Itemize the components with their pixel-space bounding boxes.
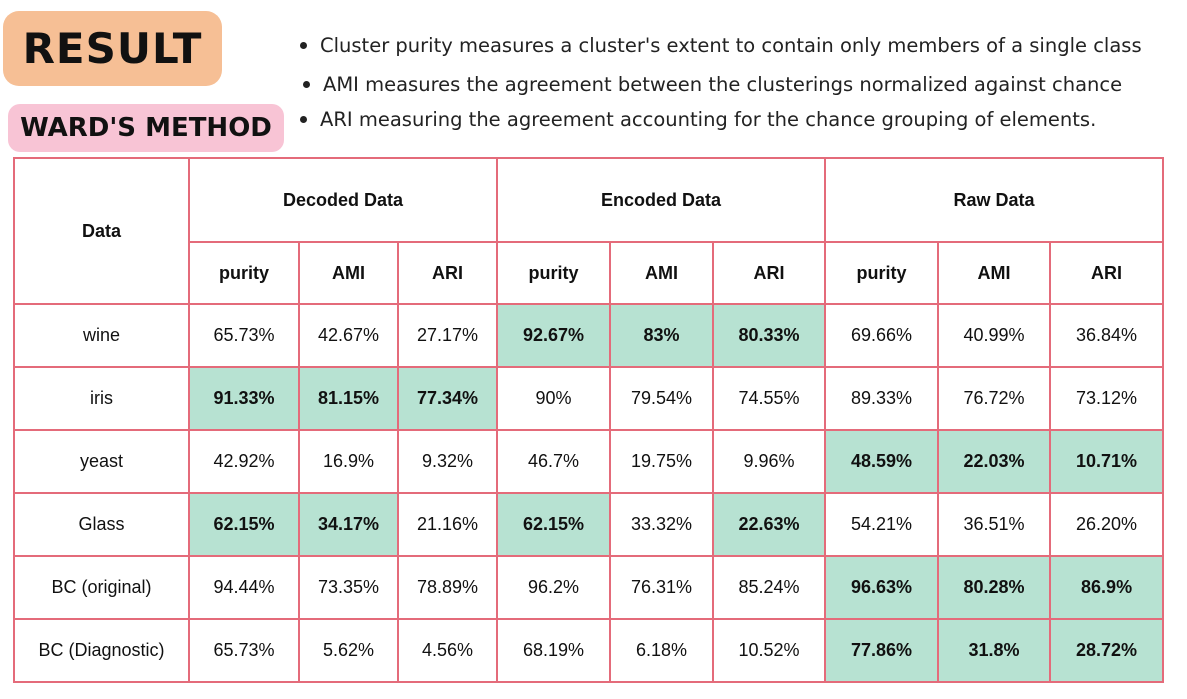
result-title: RESULT bbox=[22, 24, 203, 73]
table-cell: 78.89% bbox=[396, 555, 499, 620]
table-cell: 31.8% bbox=[937, 618, 1052, 683]
bullet-icon bbox=[300, 116, 307, 123]
bullet-icon bbox=[300, 42, 307, 49]
table-cell: 96.63% bbox=[824, 555, 940, 620]
table-cell: 94.44% bbox=[188, 555, 300, 620]
dataset-name: iris bbox=[13, 366, 190, 431]
table-row: BC (Diagnostic) 65.73% 5.62% 4.56% 68.19% 6.1… bbox=[13, 618, 1165, 683]
table-cell: 77.86% bbox=[824, 618, 940, 683]
table-cell: 36.51% bbox=[937, 492, 1052, 557]
table-cell: 65.73% bbox=[188, 303, 300, 368]
table-row: BC (original) 94.44% 73.35% 78.89% 96.2% 76.3… bbox=[13, 555, 1165, 620]
bullet-icon bbox=[303, 81, 310, 88]
group-header-raw: Raw Data bbox=[824, 157, 1165, 243]
group-header-decoded: Decoded Data bbox=[187, 157, 499, 243]
table-cell: 80.28% bbox=[937, 555, 1052, 620]
table-cell: 79.54% bbox=[609, 366, 715, 431]
table-cell: 36.84% bbox=[1049, 303, 1165, 368]
table-cell: 73.35% bbox=[298, 555, 399, 620]
table-cell: 89.33% bbox=[824, 366, 940, 431]
table-cell: 26.20% bbox=[1049, 492, 1165, 557]
table-cell: 22.63% bbox=[712, 492, 827, 557]
table-cell: 42.67% bbox=[298, 303, 399, 368]
table-cell: 76.72% bbox=[937, 366, 1052, 431]
table-cell: 34.17% bbox=[298, 492, 399, 557]
table-row: iris 91.33% 81.15% 77.34% 90% 79.54% 74.55% 89.… bbox=[13, 366, 1165, 431]
table-cell: 22.03% bbox=[937, 429, 1052, 494]
metric-header: ARI bbox=[396, 241, 499, 305]
dataset-name: Glass bbox=[13, 492, 190, 557]
table-cell: 46.7% bbox=[496, 429, 612, 494]
metric-header: ARI bbox=[712, 241, 827, 305]
metric-header: ARI bbox=[1049, 241, 1165, 305]
table-cell: 73.12% bbox=[1049, 366, 1165, 431]
table-cell: 4.56% bbox=[396, 618, 499, 683]
table-cell: 42.92% bbox=[188, 429, 300, 494]
table-cell: 69.66% bbox=[824, 303, 940, 368]
table-cell: 10.52% bbox=[712, 618, 827, 683]
table-row: yeast 42.92% 16.9% 9.32% 46.7% 19.75% 9.96% 48.… bbox=[13, 429, 1165, 494]
table-cell: 85.24% bbox=[712, 555, 827, 620]
table-cell: 6.18% bbox=[609, 618, 715, 683]
method-badge: WARD'S METHOD bbox=[8, 104, 284, 152]
table-cell: 21.16% bbox=[396, 492, 499, 557]
table-cell: 28.72% bbox=[1049, 618, 1165, 683]
table-cell: 68.19% bbox=[496, 618, 612, 683]
dataset-name: wine bbox=[13, 303, 190, 368]
list-item: ARI measuring the agreement accounting f… bbox=[300, 108, 1096, 131]
table-cell: 9.32% bbox=[396, 429, 499, 494]
table-cell: 19.75% bbox=[609, 429, 715, 494]
table-cell: 16.9% bbox=[298, 429, 399, 494]
metric-header: purity bbox=[188, 241, 300, 305]
metric-header: AMI bbox=[298, 241, 399, 305]
list-item: Cluster purity measures a cluster's exte… bbox=[300, 34, 1142, 57]
table-cell: 5.62% bbox=[298, 618, 399, 683]
table-cell: 27.17% bbox=[396, 303, 499, 368]
table-cell: 9.96% bbox=[712, 429, 827, 494]
table-cell: 91.33% bbox=[188, 366, 300, 431]
definition-ari: ARI measuring the agreement accounting f… bbox=[320, 108, 1097, 131]
results-table: Data Decoded Data Encoded Data Raw Data … bbox=[13, 157, 1165, 683]
table-cell: 96.2% bbox=[496, 555, 612, 620]
table-cell: 40.99% bbox=[937, 303, 1052, 368]
method-title: WARD'S METHOD bbox=[20, 113, 272, 143]
definition-purity: Cluster purity measures a cluster's exte… bbox=[320, 34, 1142, 57]
table-cell: 74.55% bbox=[712, 366, 827, 431]
data-column-header: Data bbox=[13, 157, 190, 305]
table-cell: 92.67% bbox=[496, 303, 612, 368]
table-row: Glass 62.15% 34.17% 21.16% 62.15% 33.32% 22.63… bbox=[13, 492, 1165, 557]
metric-header: AMI bbox=[609, 241, 715, 305]
table-cell: 77.34% bbox=[396, 366, 499, 431]
table-cell: 90% bbox=[496, 366, 612, 431]
table-cell: 10.71% bbox=[1049, 429, 1165, 494]
table-cell: 62.15% bbox=[188, 492, 300, 557]
result-badge: RESULT bbox=[3, 11, 222, 86]
group-header-encoded: Encoded Data bbox=[496, 157, 827, 243]
definition-ami: AMI measures the agreement between the c… bbox=[323, 73, 1123, 96]
table-row: wine 65.73% 42.67% 27.17% 92.67% 83% 80.33% 69.… bbox=[13, 303, 1165, 368]
table-cell: 81.15% bbox=[298, 366, 399, 431]
table-cell: 48.59% bbox=[824, 429, 940, 494]
dataset-name: BC (Diagnostic) bbox=[13, 618, 190, 683]
metric-header: purity bbox=[824, 241, 940, 305]
table-cell: 33.32% bbox=[609, 492, 715, 557]
dataset-name: yeast bbox=[13, 429, 190, 494]
table-cell: 65.73% bbox=[188, 618, 300, 683]
table-cell: 86.9% bbox=[1049, 555, 1165, 620]
metric-header: AMI bbox=[937, 241, 1052, 305]
table-cell: 80.33% bbox=[712, 303, 827, 368]
metric-header: purity bbox=[496, 241, 612, 305]
table-cell: 54.21% bbox=[824, 492, 940, 557]
table-cell: 76.31% bbox=[609, 555, 715, 620]
table-cell: 83% bbox=[609, 303, 715, 368]
table-cell: 62.15% bbox=[496, 492, 612, 557]
dataset-name: BC (original) bbox=[13, 555, 190, 620]
list-item: AMI measures the agreement between the c… bbox=[303, 73, 1122, 96]
